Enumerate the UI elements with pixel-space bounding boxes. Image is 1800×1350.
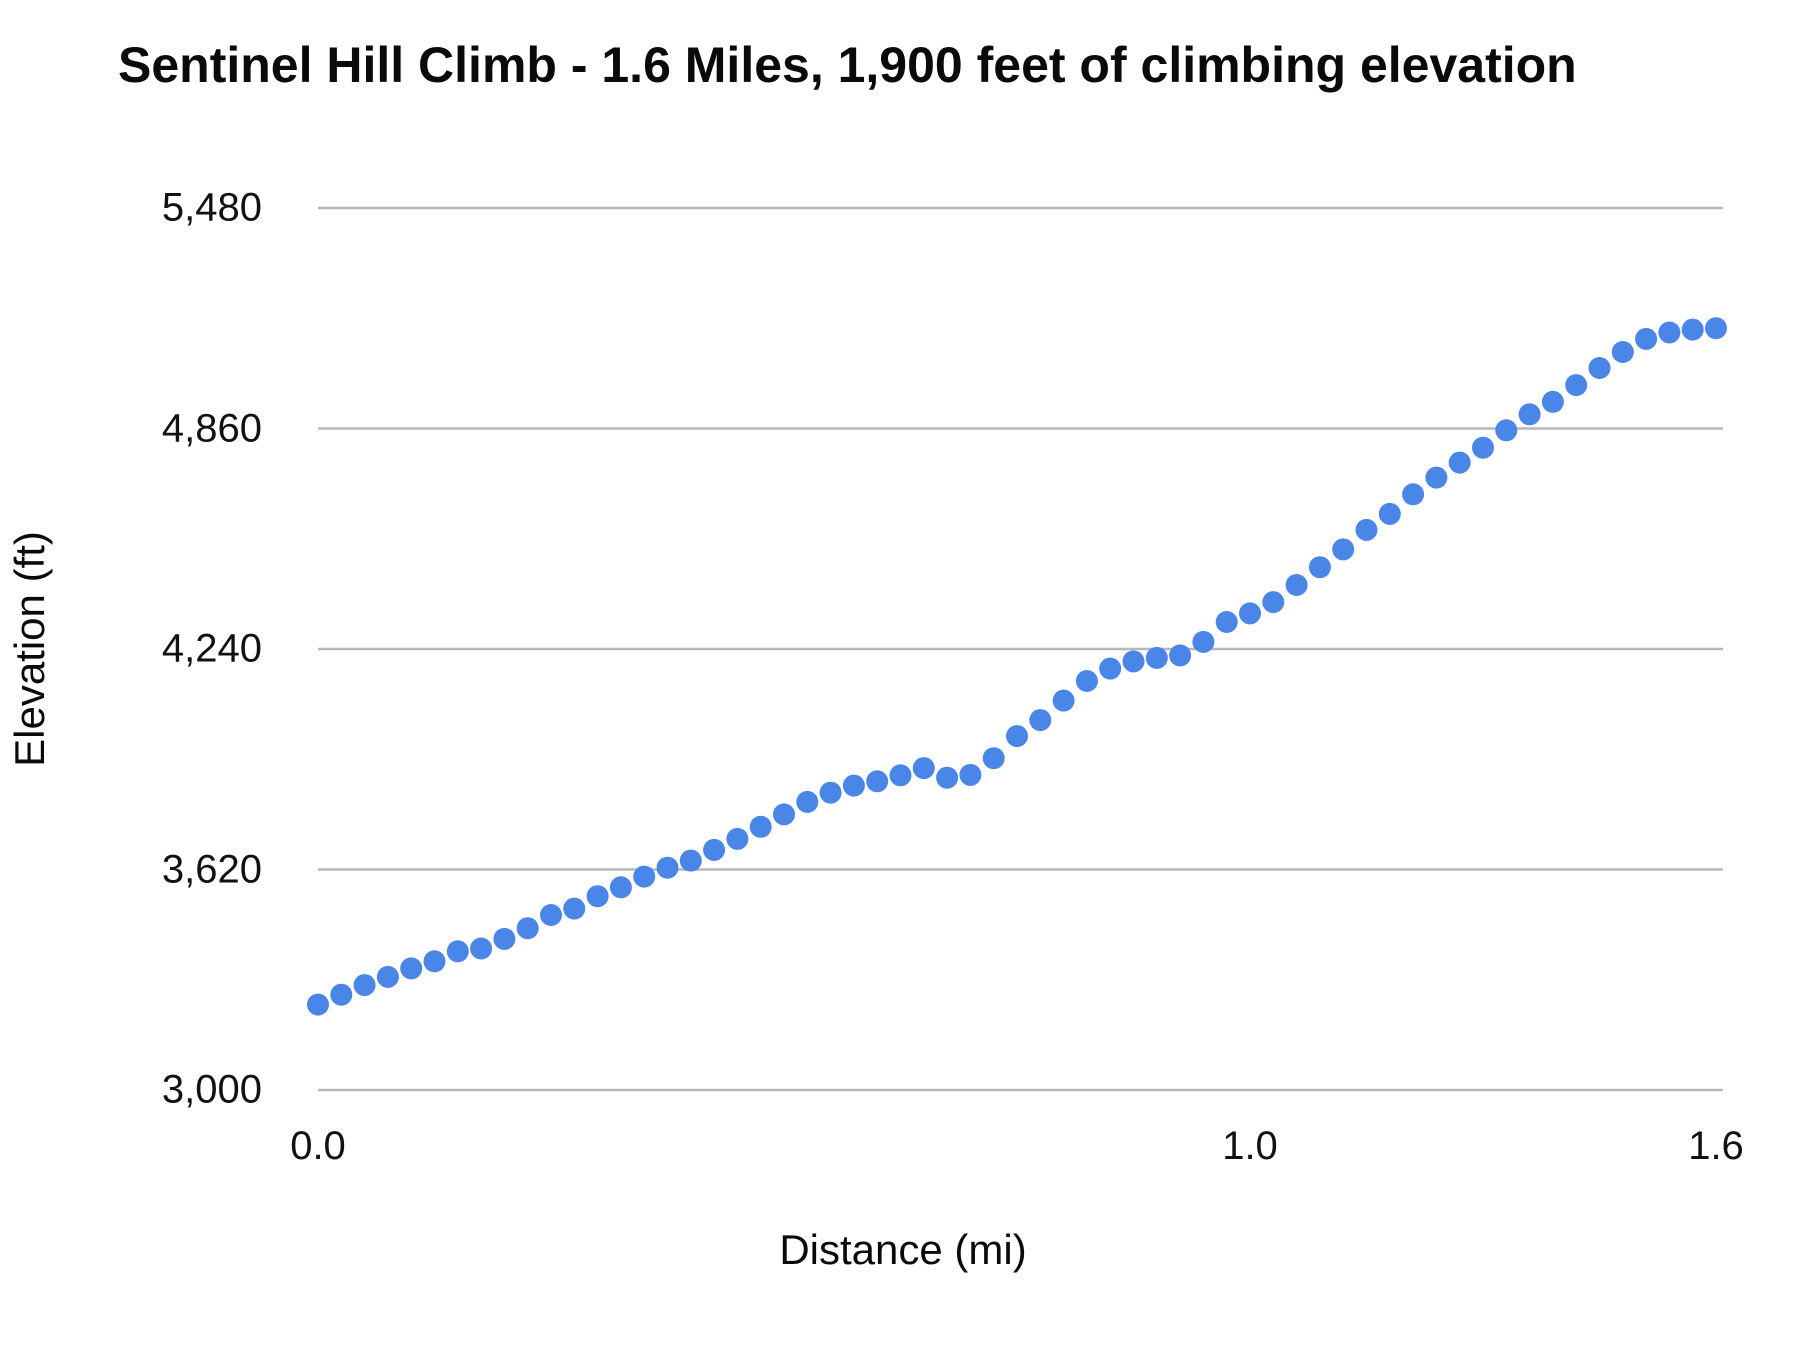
chart-title: Sentinel Hill Climb - 1.6 Miles, 1,900 f… xyxy=(118,37,1577,93)
data-point xyxy=(516,917,539,940)
data-point xyxy=(1565,374,1588,397)
data-point xyxy=(423,950,446,973)
data-point xyxy=(1029,709,1052,732)
x-tick-label: 0.0 xyxy=(290,1124,346,1168)
y-tick-label: 4,240 xyxy=(161,626,262,671)
data-point xyxy=(1658,321,1681,344)
x-tick-label: 1.6 xyxy=(1688,1124,1744,1168)
data-point xyxy=(982,747,1005,770)
data-point xyxy=(1262,591,1285,614)
data-point xyxy=(1402,483,1425,506)
data-point xyxy=(400,957,423,980)
data-point xyxy=(1239,602,1261,625)
y-tick-label: 3,000 xyxy=(161,1067,262,1112)
data-point xyxy=(1006,725,1028,748)
data-point xyxy=(446,940,469,963)
data-point xyxy=(1308,556,1331,579)
data-point xyxy=(493,927,516,950)
data-point xyxy=(1472,436,1494,459)
data-point xyxy=(353,974,376,997)
y-tick-label: 5,480 xyxy=(161,185,262,230)
x-axis-title: Distance (mi) xyxy=(779,1226,1027,1273)
data-point xyxy=(912,757,935,780)
data-point xyxy=(1705,317,1727,340)
data-point xyxy=(866,770,889,793)
data-point xyxy=(889,764,912,787)
data-point xyxy=(1285,574,1308,596)
data-point xyxy=(749,815,772,838)
data-point xyxy=(842,774,865,797)
data-point xyxy=(819,781,842,804)
data-point xyxy=(1192,630,1215,653)
data-point xyxy=(1052,689,1075,712)
data-point xyxy=(1518,403,1541,426)
data-point xyxy=(307,993,329,1016)
data-point xyxy=(679,849,702,872)
y-tick-label: 3,620 xyxy=(161,847,262,891)
data-point xyxy=(540,904,562,926)
data-point xyxy=(703,838,726,861)
data-point xyxy=(330,983,353,1006)
data-point xyxy=(1448,451,1471,474)
data-point xyxy=(470,937,493,960)
data-point xyxy=(1215,611,1238,633)
data-point xyxy=(1145,646,1168,669)
data-point xyxy=(609,876,632,899)
data-point xyxy=(1075,670,1098,692)
data-point xyxy=(936,766,959,789)
data-point xyxy=(726,827,749,850)
data-point xyxy=(633,865,656,888)
data-point xyxy=(796,790,819,813)
data-point xyxy=(1099,657,1122,680)
data-point xyxy=(563,897,586,920)
data-point xyxy=(959,763,982,786)
data-point xyxy=(1635,327,1658,350)
data-point xyxy=(376,965,399,988)
data-point xyxy=(1588,357,1611,379)
data-point xyxy=(1332,538,1355,561)
data-point xyxy=(586,885,609,908)
y-tick-label: 4,860 xyxy=(161,406,262,450)
data-point xyxy=(1681,318,1704,341)
data-point xyxy=(1378,502,1401,525)
data-point xyxy=(1541,390,1564,413)
data-point xyxy=(1169,644,1192,667)
data-point xyxy=(773,803,795,826)
data-point xyxy=(1495,419,1518,442)
data-point xyxy=(1611,341,1634,363)
x-tick-label: 1.0 xyxy=(1222,1124,1278,1168)
data-point xyxy=(1425,466,1448,489)
data-point xyxy=(1122,650,1145,673)
data-point xyxy=(1355,518,1378,541)
data-point xyxy=(656,856,679,879)
